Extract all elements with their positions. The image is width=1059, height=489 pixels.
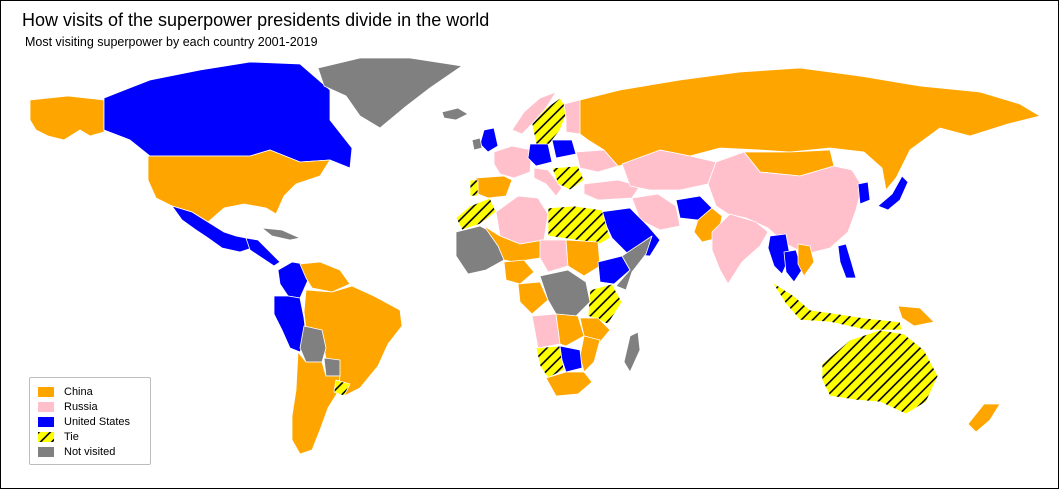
region-mozambique (579, 335, 601, 373)
region-somalia (615, 235, 653, 291)
region-paraguay (323, 357, 341, 377)
region-chad (539, 239, 569, 273)
region-madagascar (623, 331, 641, 373)
region-germany (527, 143, 553, 167)
region-greenland (317, 57, 463, 129)
region-bolivia (299, 325, 327, 363)
region-japan (877, 175, 909, 211)
region-png (897, 305, 935, 327)
region-botswana (559, 345, 583, 373)
legend-label-tie: Tie (64, 431, 79, 443)
region-venezuela (299, 261, 351, 293)
legend: China Russia United States Tie Not visit… (29, 377, 151, 465)
region-indonesia (771, 281, 903, 331)
region-cuba (261, 227, 301, 241)
region-nigeria (503, 259, 535, 285)
region-china (707, 151, 863, 255)
region-drc (539, 269, 591, 317)
region-morocco (455, 197, 497, 231)
region-canada (103, 61, 353, 169)
region-thailand (783, 249, 803, 283)
legend-swatch-china (38, 387, 54, 397)
legend-item-china: China (38, 386, 93, 398)
region-angola (531, 313, 561, 349)
region-colombia (277, 261, 309, 299)
region-west-africa (455, 225, 505, 275)
region-vietnam (797, 243, 815, 277)
region-algeria (495, 195, 549, 245)
legend-item-russia: Russia (38, 401, 98, 413)
region-namibia (535, 345, 565, 379)
region-norway (511, 91, 557, 135)
legend-label-not-visited: Not visited (64, 446, 116, 458)
region-alaska (29, 95, 105, 141)
region-poland (551, 139, 577, 159)
region-myanmar (767, 233, 791, 275)
region-ethiopia (597, 255, 631, 285)
region-france (493, 145, 533, 179)
legend-swatch-tie (38, 432, 54, 442)
legend-label-china: China (64, 386, 93, 398)
map-title: How visits of the superpower presidents … (22, 10, 490, 30)
region-iceland (441, 107, 469, 121)
region-kenya (587, 283, 623, 325)
region-india (711, 213, 769, 285)
region-uk (479, 127, 499, 153)
legend-label-united-states: United States (64, 416, 131, 428)
region-philippines (837, 243, 857, 279)
region-korea (857, 181, 871, 205)
region-central-america (245, 237, 281, 267)
region-uruguay (333, 379, 351, 397)
legend-item-not-visited: Not visited (38, 446, 115, 458)
region-balkans (551, 165, 585, 191)
region-sudan (565, 239, 601, 277)
legend-item-tie: Tie (38, 431, 79, 443)
region-portugal (469, 179, 479, 197)
region-argentina (291, 351, 341, 455)
region-ukraine (575, 149, 619, 173)
region-south-africa (545, 371, 593, 397)
region-new-zealand (967, 403, 1001, 433)
region-italy (533, 167, 563, 197)
region-libya-egypt (547, 205, 611, 245)
region-zambia (555, 313, 585, 347)
region-ireland (471, 137, 483, 151)
map-subtitle: Most visiting superpower by each country… (25, 35, 318, 49)
legend-swatch-united-states (38, 417, 54, 427)
legend-item-united-states: United States (38, 416, 130, 428)
region-australia (821, 329, 939, 415)
region-congo (517, 281, 549, 315)
legend-swatch-russia (38, 402, 54, 412)
legend-swatch-not-visited (38, 447, 54, 457)
legend-label-russia: Russia (64, 401, 98, 413)
region-spain (475, 175, 513, 199)
